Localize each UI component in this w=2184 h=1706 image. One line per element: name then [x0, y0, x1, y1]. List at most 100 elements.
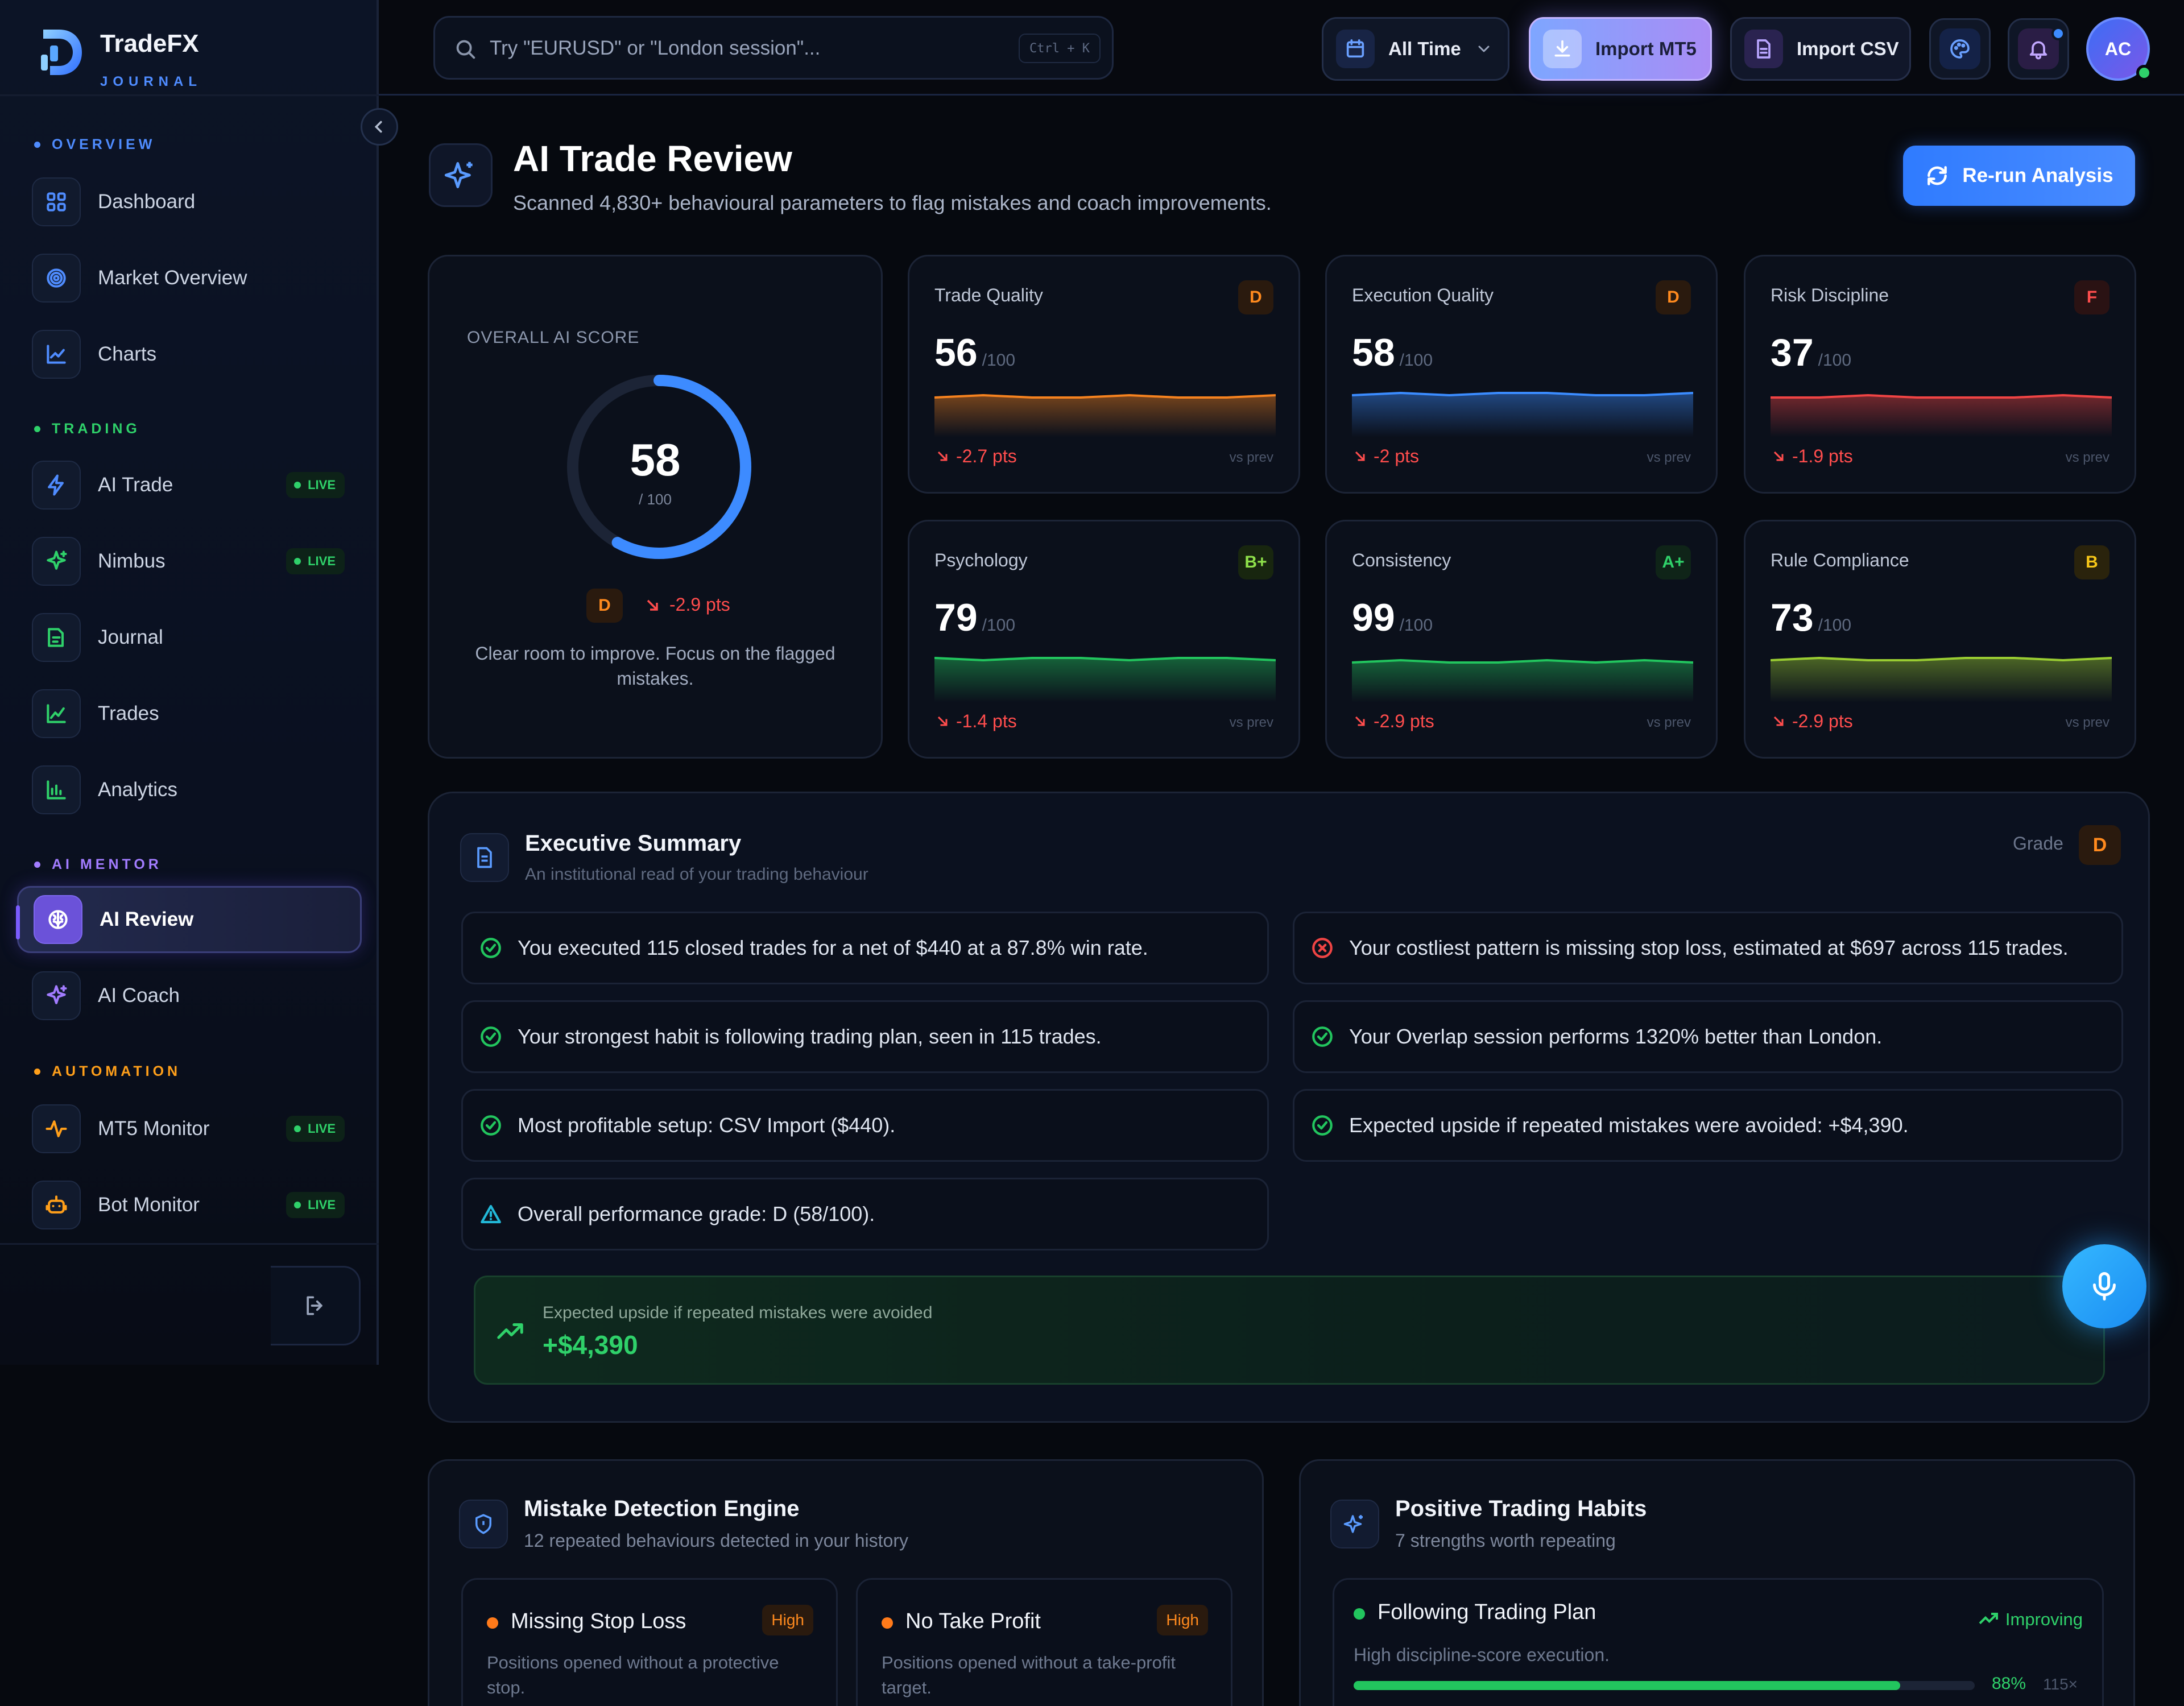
sparkline: [934, 394, 1276, 437]
metric-vs-label: vs prev: [1229, 450, 1273, 465]
line-chart-icon: [32, 689, 81, 738]
voice-assistant-button[interactable]: [2062, 1244, 2146, 1328]
import-csv-button[interactable]: Import CSV: [1730, 17, 1911, 81]
finding-text: Most profitable setup: CSV Import ($440)…: [518, 1113, 896, 1137]
edit-icon: [32, 613, 81, 662]
microphone-icon: [2093, 1272, 2116, 1301]
arrow-down-right-icon: [647, 599, 658, 611]
notifications-button[interactable]: [2008, 18, 2069, 80]
import-mt5-button[interactable]: Import MT5: [1529, 17, 1712, 81]
metric-card[interactable]: Execution Quality D 58/100 -2 pts vs prev: [1325, 255, 1718, 494]
sidebar-item-mt5-monitor[interactable]: MT5 Monitor LIVE: [17, 1095, 362, 1162]
collapse-sidebar-button[interactable]: [361, 108, 398, 146]
section-automation: AUTOMATION: [34, 1063, 181, 1080]
sidebar: TradeFX JOURNAL OVERVIEW Dashboard Marke…: [0, 0, 379, 1365]
overall-score-max: / 100: [639, 491, 672, 508]
section-label: AUTOMATION: [52, 1063, 181, 1079]
metric-label: Psychology: [934, 550, 1028, 570]
document-icon: [460, 833, 509, 882]
sidebar-item-ai-trade[interactable]: AI Trade LIVE: [17, 452, 362, 519]
overall-score-value: 58: [630, 434, 681, 485]
sidebar-item-ai-coach[interactable]: AI Coach: [17, 962, 362, 1029]
theme-button[interactable]: [1929, 18, 1991, 80]
search-input[interactable]: Try "EURUSD" or "London session"...: [490, 37, 821, 59]
sidebar-item-label: Trades: [98, 702, 159, 724]
metric-card[interactable]: Risk Discipline F 37/100 -1.9 pts vs prev: [1744, 255, 2136, 494]
metric-score-value: 73: [1771, 596, 1814, 639]
metric-card[interactable]: Psychology B+ 79/100 -1.4 pts vs prev: [908, 520, 1300, 759]
grade-badge: D: [1238, 280, 1273, 314]
sparkline-line: [934, 394, 1276, 399]
mistake-title: Missing Stop Loss: [511, 1609, 686, 1633]
finding-text: You executed 115 closed trades for a net…: [518, 936, 1148, 959]
brand[interactable]: TradeFX JOURNAL: [34, 17, 353, 91]
check-circle-icon: [481, 938, 501, 958]
live-badge: LIVE: [286, 548, 345, 574]
sparkline-line: [1352, 391, 1693, 397]
finding-text: Your Overlap session performs 1320% bett…: [1349, 1025, 1883, 1048]
mistake-item[interactable]: No Take Profit High Positions opened wit…: [856, 1578, 1232, 1706]
check-circle-icon: [481, 1026, 501, 1047]
sidebar-item-journal[interactable]: Journal: [17, 604, 362, 671]
positive-habits-card: Positive Trading Habits 7 strengths wort…: [1299, 1459, 2135, 1706]
palette-icon: [1939, 28, 1980, 69]
section-dot: [34, 142, 40, 148]
sparkline-area: [1771, 395, 2112, 437]
section-overview: OVERVIEW: [34, 136, 155, 153]
search-icon: [456, 40, 475, 59]
grid-icon: [32, 177, 81, 226]
grade-label: Grade: [2013, 833, 2063, 854]
metric-score-max: /100: [982, 616, 1016, 635]
sidebar-item-ai-review[interactable]: AI Review: [17, 886, 362, 953]
metric-label: Consistency: [1352, 550, 1451, 570]
page-icon: [429, 143, 493, 207]
arrow-down-right-icon: [1773, 716, 1784, 726]
sparkline: [1352, 391, 1693, 437]
metric-delta-value: -2.9 pts: [1374, 711, 1434, 731]
sidebar-item-nimbus[interactable]: Nimbus LIVE: [17, 528, 362, 595]
metric-score-value: 99: [1352, 596, 1395, 639]
sidebar-item-market-overview[interactable]: Market Overview: [17, 245, 362, 312]
habit-count: 115×: [2043, 1675, 2078, 1693]
sparkline-line: [1352, 659, 1693, 664]
rerun-analysis-button[interactable]: Re-run Analysis: [1903, 146, 2135, 206]
mistake-detection-title: Mistake Detection Engine: [524, 1496, 800, 1521]
metric-score: 37/100: [1771, 330, 1851, 375]
severity-dot: [882, 1617, 893, 1629]
chevron-down-icon: [1478, 45, 1490, 52]
active-indicator: [16, 905, 20, 939]
sidebar-item-bot-monitor[interactable]: Bot Monitor LIVE: [17, 1171, 362, 1239]
live-dot: [294, 558, 301, 565]
metric-card[interactable]: Consistency A+ 99/100 -2.9 pts vs prev: [1325, 520, 1718, 759]
grade-badge: B: [2074, 545, 2109, 579]
live-badge: LIVE: [286, 1116, 345, 1142]
date-range-select[interactable]: All Time: [1322, 17, 1509, 81]
mistake-item[interactable]: Missing Stop Loss High Positions opened …: [461, 1578, 838, 1706]
sidebar-item-label: Dashboard: [98, 191, 196, 213]
sidebar-item-dashboard[interactable]: Dashboard: [17, 168, 362, 235]
metric-card[interactable]: Rule Compliance B 73/100 -2.9 pts vs prev: [1744, 520, 2136, 759]
search-bar[interactable]: Try "EURUSD" or "London session"... Ctrl…: [433, 16, 1114, 80]
grade-badge: A+: [1656, 545, 1691, 579]
metric-card[interactable]: Trade Quality D 56/100 -2.7 pts vs prev: [908, 255, 1300, 494]
section-label: OVERVIEW: [52, 136, 156, 152]
sidebar-divider: [0, 94, 379, 96]
logout-button[interactable]: [271, 1266, 361, 1345]
metric-delta: -2.9 pts: [1771, 711, 1853, 732]
avatar[interactable]: AC: [2086, 17, 2152, 81]
executive-summary-subtitle: An institutional read of your trading be…: [525, 865, 868, 884]
sparkline-area: [1771, 658, 2112, 702]
sidebar-item-trades[interactable]: Trades: [17, 680, 362, 747]
online-status-dot: [2136, 65, 2152, 81]
check-circle-icon: [481, 1115, 501, 1136]
sidebar-item-analytics[interactable]: Analytics: [17, 756, 362, 823]
sidebar-item-charts[interactable]: Charts: [17, 321, 362, 388]
metric-vs-label: vs prev: [2065, 715, 2109, 730]
live-badge: LIVE: [286, 472, 345, 498]
habit-trend-label: Improving: [2005, 1609, 2083, 1629]
metric-score: 56/100: [934, 330, 1015, 375]
habit-item[interactable]: Following Trading Plan Improving High di…: [1333, 1578, 2104, 1706]
brand-subtitle: JOURNAL: [100, 74, 202, 89]
keyboard-shortcut: Ctrl + K: [1019, 34, 1101, 63]
rerun-label: Re-run Analysis: [1962, 164, 2113, 187]
